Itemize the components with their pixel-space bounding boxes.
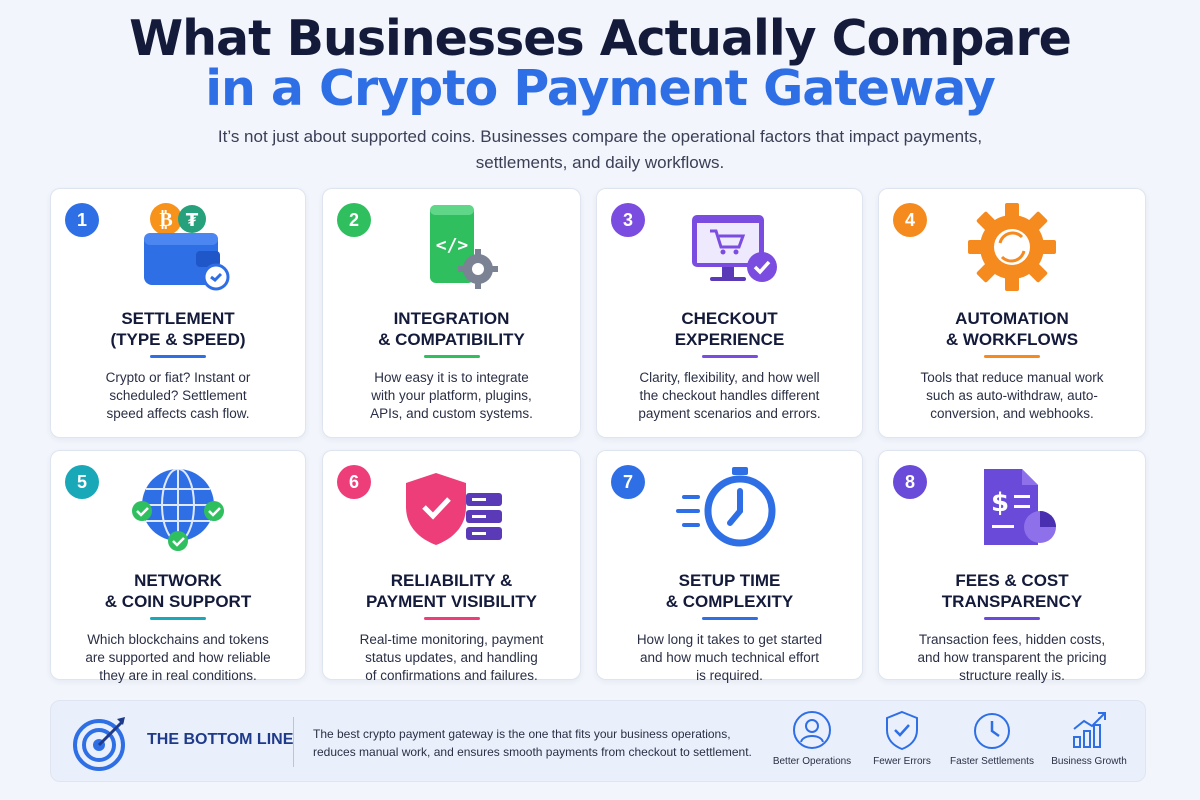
target-icon: [73, 717, 125, 771]
card-automation: 4 AUTOMATION & WORKFLOWS Tools that redu…: [878, 188, 1146, 438]
card-number-badge: 4: [893, 203, 927, 237]
card-number-badge: 7: [611, 465, 645, 499]
invoice-chart-icon: $: [984, 469, 1056, 545]
automation-gear-icon: [968, 203, 1056, 291]
card-description: How long it takes to get started and how…: [636, 632, 823, 683]
bottom-line-panel: THE BOTTOM LINE The best crypto payment …: [50, 700, 1146, 782]
bottom-line-text: The best crypto payment gateway is the o…: [313, 727, 752, 759]
card-description: Clarity, flexibility, and how well the c…: [638, 370, 821, 421]
card-network: 5 NETWORK & COIN SUPPORT Which blockchai…: [50, 450, 306, 683]
accent-bar: [150, 617, 206, 620]
card-title: SETTLEMENT (TYPE & SPEED): [110, 309, 246, 349]
card-title: NETWORK & COIN SUPPORT: [104, 571, 252, 611]
bottom-line-title: THE BOTTOM LINE: [147, 731, 294, 748]
card-reliability: 6 RELIABILITY & PAYMENT VISIBILITY Real-…: [322, 450, 581, 683]
card-number-badge: 1: [65, 203, 99, 237]
badge-better-operations: Better Operations: [764, 709, 860, 767]
card-title: FEES & COST TRANSPARENCY: [941, 571, 1083, 611]
card-number-badge: 8: [893, 465, 927, 499]
crypto-wallet-icon: ₿ ₮: [144, 203, 230, 291]
card-description: Crypto or fiat? Instant or scheduled? Se…: [105, 370, 251, 421]
badge-fewer-errors: Fewer Errors: [854, 709, 950, 767]
clock-icon: [974, 713, 1010, 749]
card-description: Transaction fees, hidden costs, and how …: [917, 632, 1107, 683]
accent-bar: [423, 355, 480, 358]
code-integration-icon: </>: [429, 205, 498, 289]
svg-text:₿: ₿: [159, 207, 172, 231]
card-number-badge: 6: [337, 465, 371, 499]
accent-bar: [984, 617, 1040, 620]
card-description: Which blockchains and tokens are support…: [85, 632, 271, 683]
accent-bar: [701, 617, 758, 620]
badge-label: Better Operations: [772, 756, 852, 767]
badge-label: Business Growth: [1051, 756, 1127, 767]
card-title: RELIABILITY & PAYMENT VISIBILITY: [366, 571, 537, 611]
network-globe-icon: [132, 468, 224, 551]
card-title: AUTOMATION & WORKFLOWS: [945, 309, 1079, 349]
growth-chart-icon: [1073, 712, 1106, 748]
accent-bar: [984, 355, 1040, 358]
card-fees: 8 $ FEES & COST TRANSPARENCY Transaction…: [878, 450, 1146, 683]
card-description: Tools that reduce manual work such as au…: [920, 370, 1104, 421]
card-description: How easy it is to integrate with your pl…: [370, 370, 533, 421]
checkout-screen-icon: [691, 215, 777, 282]
user-icon: [793, 711, 831, 749]
svg-text:</>: </>: [435, 235, 468, 256]
badge-label: Faster Settlements: [950, 756, 1034, 767]
badge-label: Fewer Errors: [873, 756, 931, 767]
stopwatch-icon: [675, 467, 775, 547]
page-title-line1: What Businesses Actually Compare: [129, 10, 1072, 67]
svg-text:$: $: [991, 488, 1009, 518]
accent-bar: [150, 355, 206, 358]
card-setup-time: 7 SETUP TIME & COMPLEXITY How long it ta…: [596, 450, 863, 683]
card-title: CHECKOUT EXPERIENCE: [674, 309, 785, 349]
card-number-badge: 2: [337, 203, 371, 237]
card-title: INTEGRATION & COMPATIBILITY: [378, 309, 525, 349]
card-checkout: 3 CHECKOUT EXPERIENCE Clarity, flexibili…: [596, 188, 863, 438]
divider: [293, 717, 294, 767]
shield-server-icon: [405, 473, 502, 545]
accent-bar: [701, 355, 758, 358]
card-number-badge: 3: [611, 203, 645, 237]
svg-text:₮: ₮: [186, 210, 199, 231]
accent-bar: [423, 617, 480, 620]
shield-check-icon: [886, 710, 918, 751]
card-number-badge: 5: [65, 465, 99, 499]
card-title: SETUP TIME & COMPLEXITY: [665, 571, 794, 611]
badge-faster-settlements: Faster Settlements: [944, 709, 1040, 767]
page-subtitle: It’s not just about supported coins. Bus…: [217, 127, 983, 172]
page-title-line2: in a Crypto Payment Gateway: [205, 60, 996, 117]
card-integration: 2 </> INTEGRATION & COMPATIBILITY How ea…: [322, 188, 581, 438]
badge-business-growth: Business Growth: [1041, 709, 1137, 767]
card-settlement: 1 ₿ ₮ SETTLEMENT (TYPE & SPEED) Crypto o…: [50, 188, 306, 438]
card-description: Real-time monitoring, payment status upd…: [359, 632, 544, 683]
